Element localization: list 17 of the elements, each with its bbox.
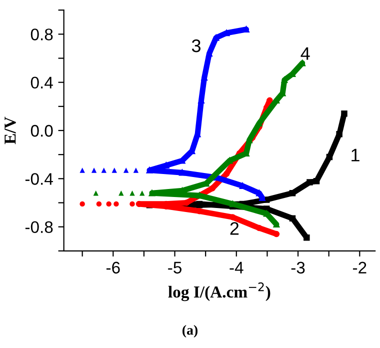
- x-tick-label: -4: [230, 262, 244, 274]
- annotation: 2: [230, 222, 239, 235]
- y-axis-title: E/V: [4, 116, 16, 144]
- y-tick-label: 0.8: [30, 28, 53, 40]
- annotation: 1: [352, 148, 360, 162]
- x-tick-label: -2: [352, 262, 366, 274]
- y-tick-label: 0.0: [30, 124, 53, 137]
- annotation: 4: [300, 47, 310, 60]
- y-tick-label: 0.4: [30, 76, 53, 89]
- y-tick-label: -0.8: [25, 221, 53, 234]
- x-tick-label: -6: [106, 262, 120, 274]
- x-axis-title: log I/(A.cm$^{−2}$): [168, 282, 270, 302]
- annotation: 3: [192, 39, 200, 52]
- text: (a): [182, 324, 198, 338]
- x-tick-label: -5: [168, 262, 182, 274]
- y-tick-label: -0.4: [25, 173, 53, 185]
- x-tick-label: -3: [291, 262, 305, 274]
